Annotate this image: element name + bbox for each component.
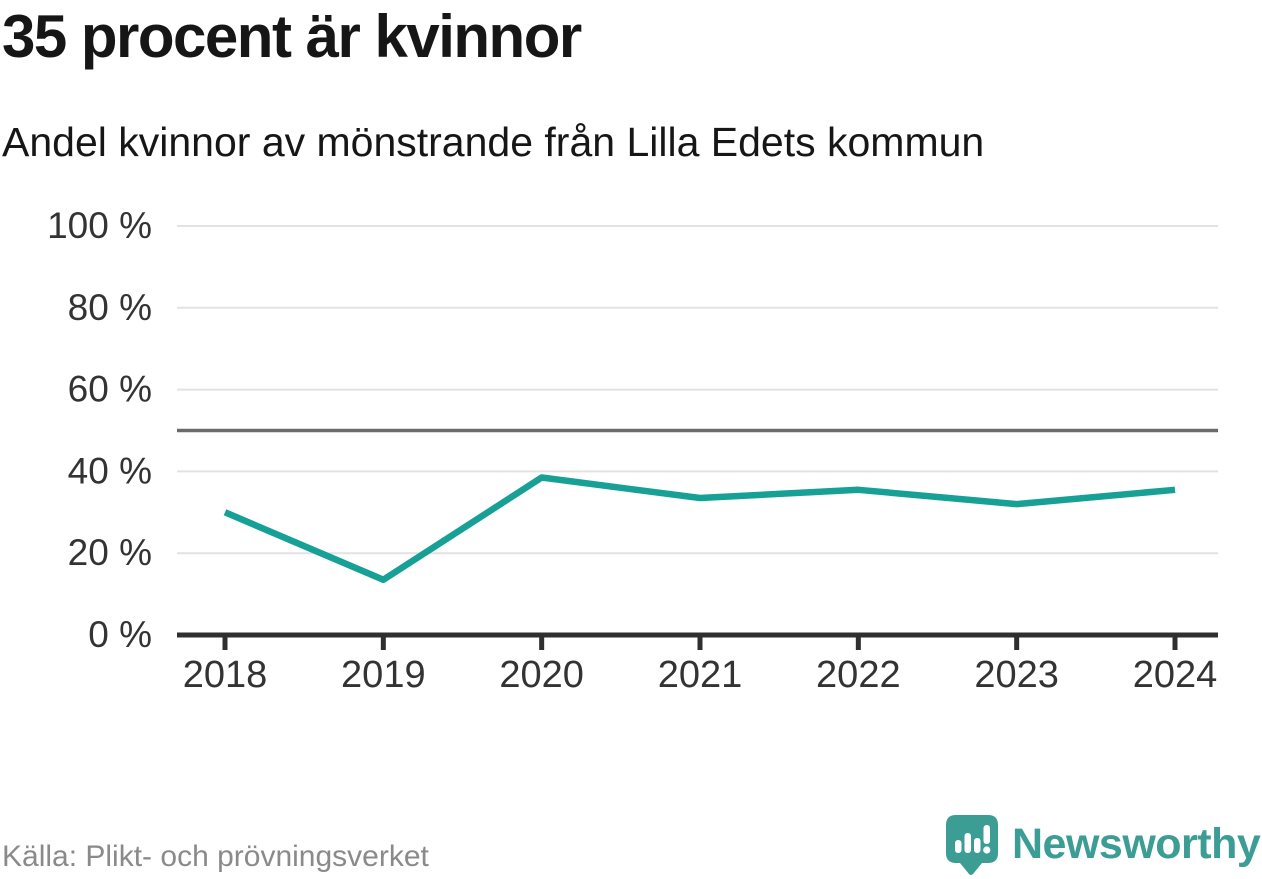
x-axis-label: 2021 (658, 654, 743, 696)
y-axis-label: 80 % (68, 287, 152, 328)
x-axis-label: 2022 (816, 654, 901, 696)
newsworthy-wordmark: Newsworthy (1012, 819, 1261, 868)
y-axis-label: 20 % (68, 532, 152, 573)
line-chart: 2018 2019 2020 2021 2022 2023 2024 0 % 20 % 40 % 6… (47, 205, 1218, 696)
newsworthy-bubble-chart-icon (946, 815, 998, 875)
bar-chart-glyph (955, 825, 991, 854)
source-caption: Källa: Plikt- och prövningsverket (2, 840, 429, 873)
x-axis-label: 2023 (974, 654, 1059, 696)
x-axis-label: 2020 (499, 654, 584, 696)
data-line (223, 474, 1176, 584)
newsworthy-logo: Newsworthy (944, 813, 1261, 875)
y-axis-label: 60 % (68, 369, 152, 410)
y-axis-label: 40 % (68, 450, 152, 491)
x-axis-label: 2018 (183, 654, 268, 696)
y-axis-label: 100 % (47, 205, 152, 246)
x-axis-label: 2019 (341, 654, 426, 696)
y-axis-label: 0 % (88, 614, 152, 655)
chart-subtitle: Andel kvinnor av mönstrande från Lilla E… (2, 119, 985, 165)
chart-title: 35 procent är kvinnor (2, 3, 582, 70)
x-axis-label: 2024 (1133, 654, 1218, 696)
